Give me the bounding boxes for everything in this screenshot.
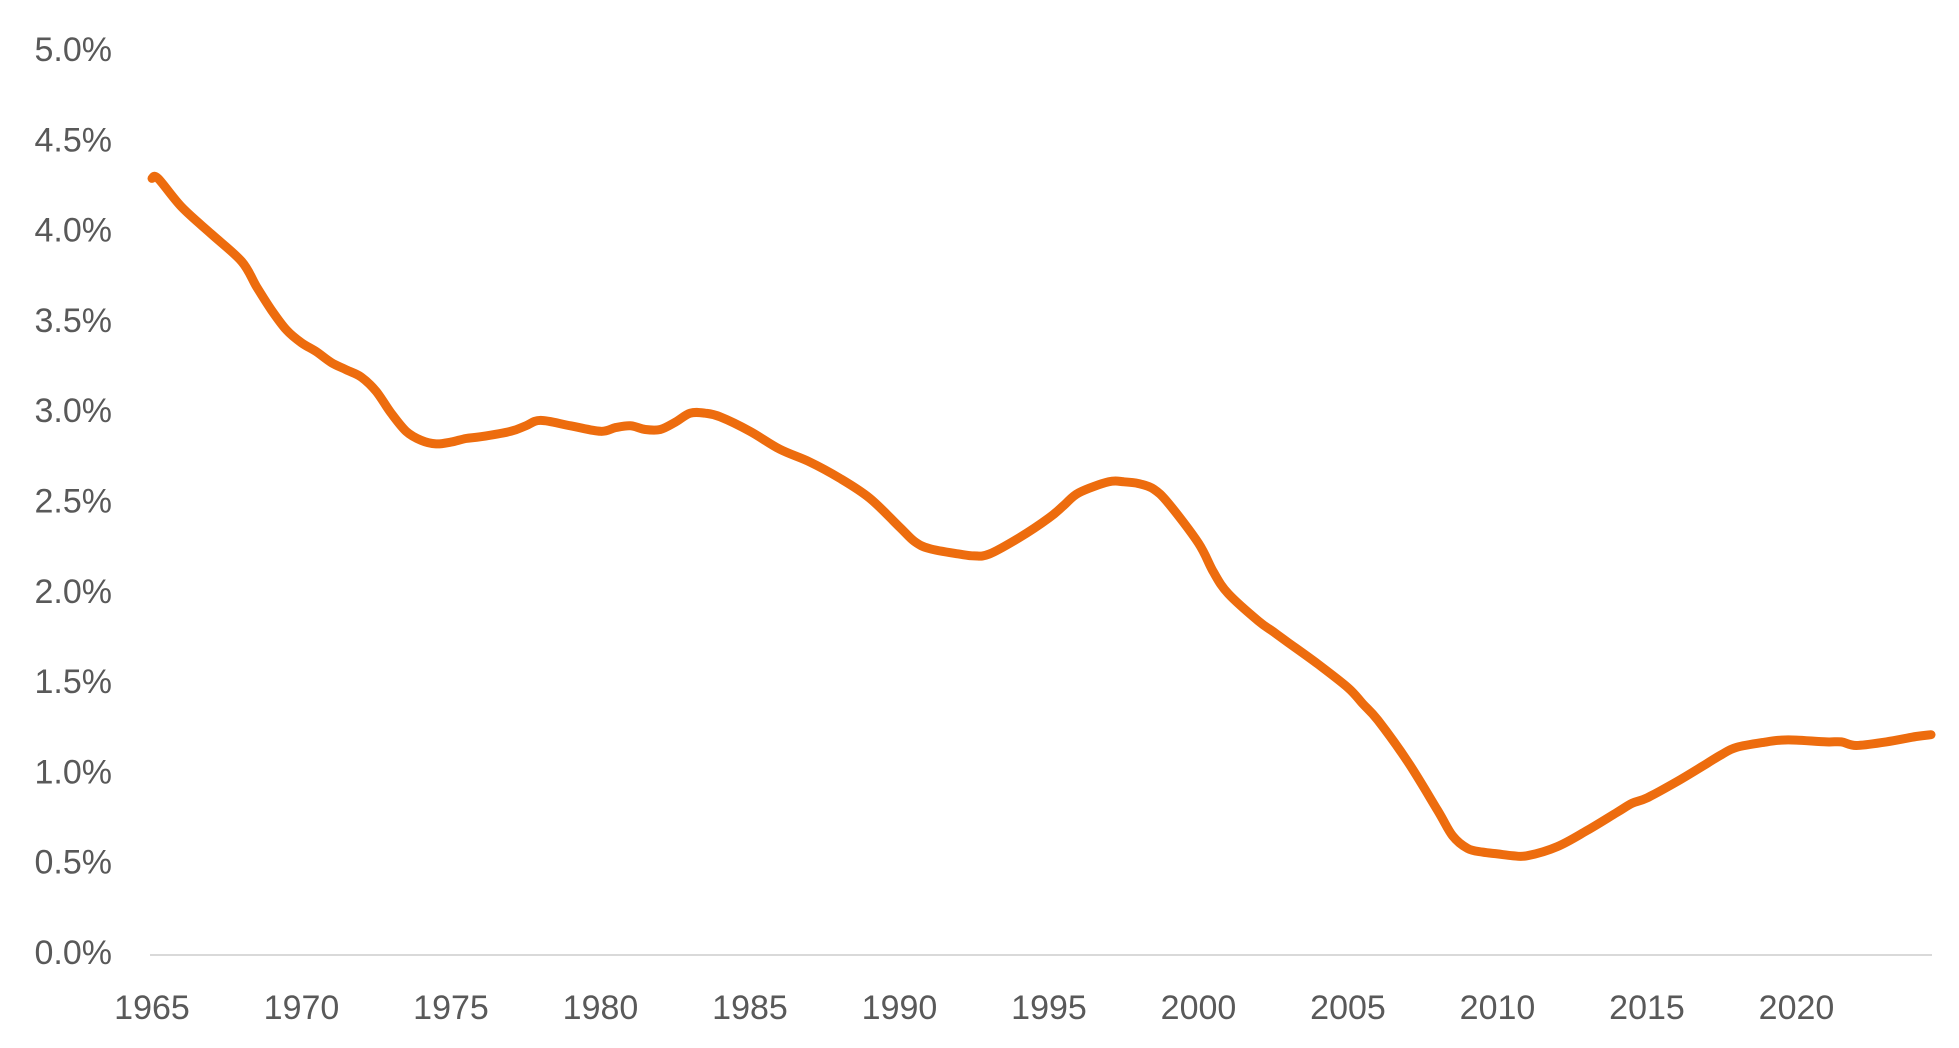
series-line: [147, 171, 1936, 861]
x-tick-label: 1980: [563, 989, 639, 1027]
y-tick-label: 1.5%: [35, 663, 113, 701]
x-tick-label: 2000: [1161, 989, 1237, 1027]
x-tick-label: 1990: [862, 989, 938, 1027]
y-tick-label: 3.5%: [35, 302, 113, 340]
x-tick-label: 1985: [712, 989, 788, 1027]
x-tick-label: 2005: [1310, 989, 1386, 1027]
y-tick-label: 5.0%: [35, 31, 113, 69]
series-layer: [147, 171, 1936, 861]
x-tick-label: 1965: [114, 989, 190, 1027]
y-tick-label: 4.5%: [35, 121, 113, 159]
y-tick-label: 2.0%: [35, 573, 113, 611]
y-tick-label: 1.0%: [35, 753, 113, 791]
y-tick-label: 0.0%: [35, 934, 113, 972]
y-axis-tick-labels: 0.0% 0.5% 1.0% 1.5% 2.0% 2.5% 3.0% 3.5% 4.0% 4.5%…: [35, 31, 113, 972]
x-tick-label: 1975: [413, 989, 489, 1027]
y-tick-label: 2.5%: [35, 482, 113, 520]
y-tick-label: 0.5%: [35, 844, 113, 882]
x-tick-label: 2020: [1759, 989, 1835, 1027]
x-tick-label: 2010: [1460, 989, 1536, 1027]
y-tick-label: 3.0%: [35, 392, 113, 430]
x-tick-label: 2015: [1609, 989, 1685, 1027]
x-axis-tick-labels: 1965 1970 1975 1980 1985 1990 1995 2000 2005 2010…: [114, 989, 1834, 1027]
x-tick-label: 1970: [264, 989, 340, 1027]
y-tick-label: 4.0%: [35, 212, 113, 250]
x-tick-label: 1995: [1011, 989, 1087, 1027]
